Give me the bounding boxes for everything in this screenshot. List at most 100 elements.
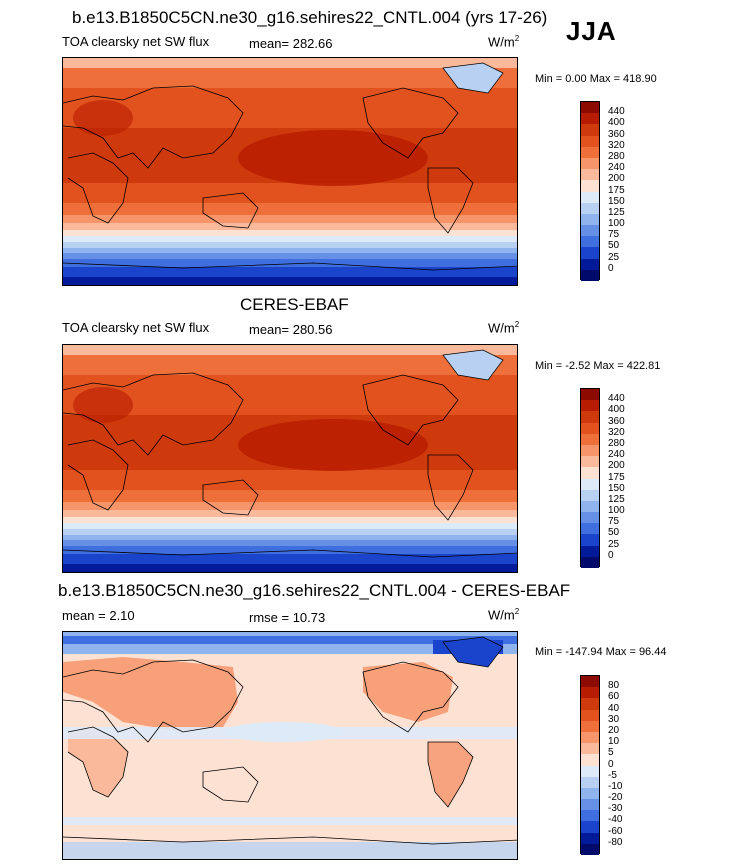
colorbar-tick-label: 0 bbox=[608, 758, 614, 770]
colorbar-swatch bbox=[581, 180, 599, 192]
panel1-colorbar bbox=[580, 101, 600, 281]
colorbar-tick-label: 240 bbox=[608, 449, 625, 461]
colorbar-tick-label: 440 bbox=[608, 106, 625, 118]
colorbar-swatch bbox=[581, 135, 599, 147]
colorbar-swatch bbox=[581, 489, 599, 501]
colorbar-swatch bbox=[581, 799, 599, 811]
panel1-map bbox=[62, 57, 518, 286]
colorbar-swatch bbox=[581, 731, 599, 744]
colorbar-tick-label: 360 bbox=[608, 128, 625, 140]
colorbar-tick-label: 75 bbox=[608, 229, 620, 241]
panel3-minmax: Min = -147.94 Max = 96.44 bbox=[535, 646, 667, 658]
colorbar-swatch bbox=[581, 765, 599, 777]
colorbar-tick-label: 280 bbox=[608, 437, 625, 449]
colorbar-tick-label: -60 bbox=[608, 825, 623, 837]
colorbar-swatch bbox=[581, 787, 599, 800]
panel3-map-svg bbox=[63, 632, 517, 859]
colorbar-swatch bbox=[581, 478, 599, 490]
colorbar-tick-label: 80 bbox=[608, 680, 620, 692]
panel2-title: CERES-EBAF bbox=[240, 295, 349, 314]
panel3-map bbox=[62, 631, 518, 860]
colorbar-tick-label: 400 bbox=[608, 404, 625, 416]
colorbar-tick-label: 150 bbox=[608, 482, 625, 494]
colorbar-swatch bbox=[581, 411, 599, 423]
colorbar-tick-label: 30 bbox=[608, 713, 620, 725]
colorbar-swatch bbox=[581, 191, 599, 203]
panel1-units: W/m2 bbox=[488, 34, 520, 50]
colorbar-swatch bbox=[581, 743, 599, 755]
panel2-map-svg bbox=[63, 345, 517, 572]
colorbar-swatch bbox=[581, 113, 599, 125]
colorbar-swatch bbox=[581, 687, 599, 699]
panel3-units: W/m2 bbox=[488, 607, 520, 623]
colorbar-tick-label: 10 bbox=[608, 736, 620, 748]
colorbar-swatch bbox=[581, 247, 599, 259]
panel2-minmax: Min = -2.52 Max = 422.81 bbox=[535, 360, 661, 372]
colorbar-tick-label: 360 bbox=[608, 415, 625, 427]
season-label: JJA bbox=[566, 16, 617, 46]
colorbar-tick-label: 100 bbox=[608, 505, 625, 517]
panel1-mean-label: mean= 282.66 bbox=[249, 36, 333, 51]
colorbar-swatch bbox=[581, 269, 599, 281]
colorbar-tick-label: 200 bbox=[608, 460, 625, 472]
colorbar-swatch bbox=[581, 225, 599, 237]
colorbar-tick-label: 175 bbox=[608, 471, 625, 483]
colorbar-swatch bbox=[581, 810, 599, 822]
colorbar-tick-label: 0 bbox=[608, 549, 614, 561]
colorbar-swatch bbox=[581, 832, 599, 844]
panel3-title: b.e13.B1850C5CN.ne30_g16.sehires22_CNTL.… bbox=[58, 581, 571, 600]
colorbar-swatch bbox=[581, 433, 599, 445]
colorbar-tick-label: -80 bbox=[608, 836, 623, 848]
colorbar-tick-label: 440 bbox=[608, 393, 625, 405]
colorbar-swatch bbox=[581, 444, 599, 457]
colorbar-tick-label: 25 bbox=[608, 538, 620, 550]
colorbar-swatch bbox=[581, 698, 599, 710]
colorbar-tick-label: 50 bbox=[608, 527, 620, 539]
colorbar-tick-label: -40 bbox=[608, 814, 623, 826]
colorbar-tick-label: 0 bbox=[608, 262, 614, 274]
colorbar-swatch bbox=[581, 236, 599, 248]
panel1-map-svg bbox=[63, 58, 517, 285]
colorbar-tick-label: 400 bbox=[608, 117, 625, 129]
colorbar-tick-label: 320 bbox=[608, 139, 625, 151]
colorbar-tick-label: -20 bbox=[608, 792, 623, 804]
colorbar-swatch bbox=[581, 754, 599, 766]
colorbar-swatch bbox=[581, 676, 599, 688]
colorbar-tick-label: 125 bbox=[608, 206, 625, 218]
colorbar-swatch bbox=[581, 523, 599, 535]
colorbar-tick-label: 175 bbox=[608, 184, 625, 196]
colorbar-swatch bbox=[581, 400, 599, 412]
colorbar-tick-label: 5 bbox=[608, 747, 614, 759]
colorbar-swatch bbox=[581, 124, 599, 136]
colorbar-tick-label: 40 bbox=[608, 702, 620, 714]
colorbar-swatch bbox=[581, 534, 599, 546]
colorbar-tick-label: 320 bbox=[608, 426, 625, 438]
panel2-colorbar bbox=[580, 388, 600, 568]
panel2-map bbox=[62, 344, 518, 573]
colorbar-swatch bbox=[581, 720, 599, 732]
panel1-minmax: Min = 0.00 Max = 418.90 bbox=[535, 73, 657, 85]
colorbar-swatch bbox=[581, 500, 599, 513]
colorbar-swatch bbox=[581, 213, 599, 226]
panel2-variable-label: TOA clearsky net SW flux bbox=[62, 320, 210, 335]
colorbar-swatch bbox=[581, 389, 599, 401]
colorbar-tick-label: 75 bbox=[608, 516, 620, 528]
colorbar-tick-label: 150 bbox=[608, 195, 625, 207]
colorbar-swatch bbox=[581, 776, 599, 788]
panel3-colorbar bbox=[580, 675, 600, 855]
colorbar-swatch bbox=[581, 146, 599, 158]
colorbar-swatch bbox=[581, 556, 599, 568]
panel1-variable-label: TOA clearsky net SW flux bbox=[62, 34, 210, 49]
colorbar-swatch bbox=[581, 422, 599, 434]
colorbar-swatch bbox=[581, 102, 599, 114]
colorbar-tick-label: 125 bbox=[608, 493, 625, 505]
panel2-mean-label: mean= 280.56 bbox=[249, 322, 333, 337]
colorbar-swatch bbox=[581, 258, 599, 270]
colorbar-swatch bbox=[581, 512, 599, 524]
colorbar-tick-label: 25 bbox=[608, 251, 620, 263]
panel3-rmse-label: rmse = 10.73 bbox=[249, 610, 326, 625]
colorbar-tick-label: -5 bbox=[608, 769, 617, 781]
colorbar-swatch bbox=[581, 545, 599, 557]
colorbar-tick-label: -30 bbox=[608, 803, 623, 815]
colorbar-tick-label: 200 bbox=[608, 173, 625, 185]
